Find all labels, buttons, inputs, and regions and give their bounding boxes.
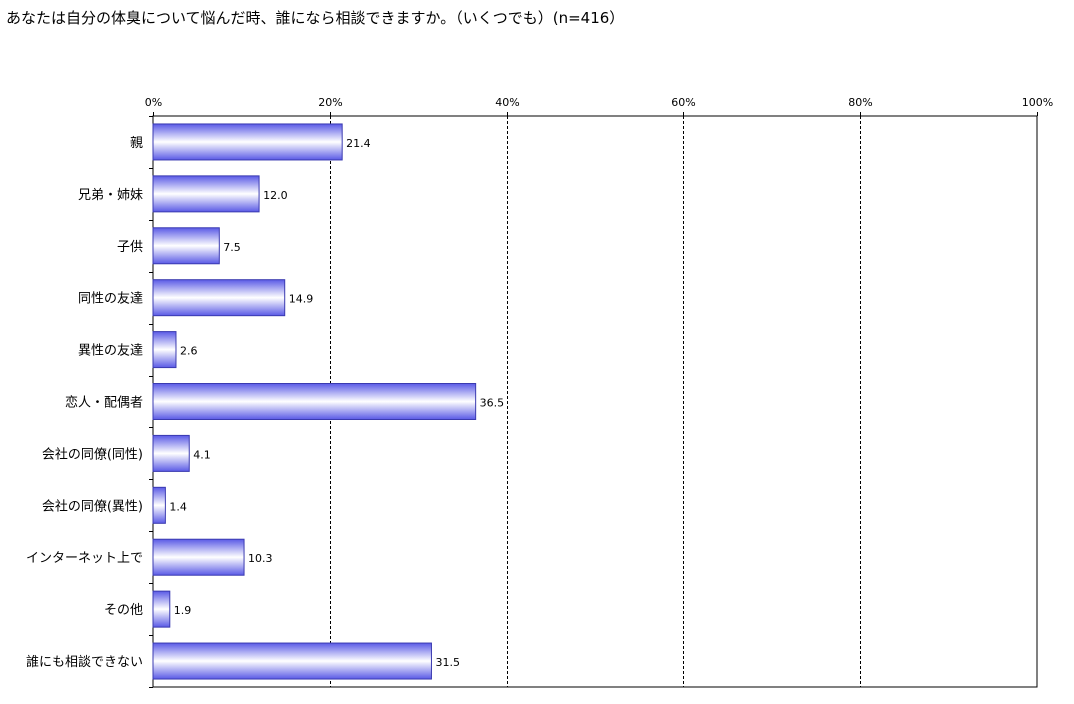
x-tick-label: 80% [848,96,872,109]
x-tick-label: 20% [318,96,342,109]
bar [152,227,220,265]
category-label: 同性の友達 [78,291,143,307]
x-tick-label: 60% [671,96,695,109]
bar [152,383,477,420]
data-label: 1.9 [174,604,192,617]
data-label: 31.5 [435,656,460,669]
data-label: 2.6 [180,345,198,358]
bar [152,279,286,317]
data-label: 36.5 [480,397,505,410]
bar [152,175,260,213]
data-label: 14.9 [289,293,314,306]
bar [152,331,177,369]
data-label: 21.4 [346,137,371,150]
data-label: 10.3 [248,552,273,565]
x-tick-label: 100% [1022,96,1053,109]
data-label: 12.0 [263,189,288,202]
bar [152,538,245,576]
category-label: 会社の同僚(異性) [42,498,143,514]
data-label: 4.1 [193,448,211,461]
category-label: 兄弟・姉妹 [78,188,143,203]
category-label: 会社の同僚(同性) [42,446,143,462]
bar [152,123,343,161]
category-label: 異性の友達 [78,343,143,359]
bar [152,434,190,472]
bar [152,642,432,680]
chart-title: あなたは自分の体臭について悩んだ時、誰になら相談できますか。（いくつでも）(n=… [6,9,625,27]
category-label: インターネット上で [26,551,143,566]
x-tick-label: 40% [495,96,519,109]
bar [152,590,171,628]
category-label: 誰にも相談できない [26,654,143,670]
data-label: 1.4 [169,500,187,513]
category-label: 恋人・配偶者 [65,395,143,411]
data-label: 7.5 [223,241,241,254]
category-label: その他 [104,603,143,618]
category-label: 子供 [117,240,143,255]
category-label: 親 [130,136,143,151]
x-tick-label: 0% [145,96,162,109]
bar [152,486,166,524]
